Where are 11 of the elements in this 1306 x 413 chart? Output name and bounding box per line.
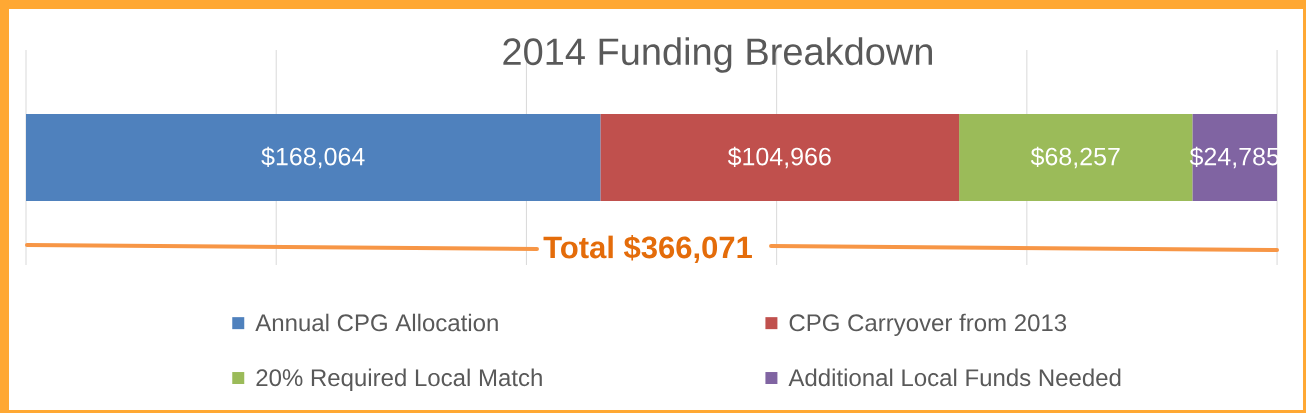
bar — [600, 114, 960, 201]
legend-label: Additional Local Funds Needed — [788, 368, 1121, 387]
data-label: $68,257 — [1030, 146, 1120, 169]
chart-title: 2014 Funding Breakdown — [503, 37, 932, 73]
data-label: $104,966 — [727, 146, 831, 169]
legend-label: Annual CPG Allocation — [255, 313, 498, 332]
legend-label: 20% Required Local Match — [256, 368, 542, 391]
text: Total $366,071 — [543, 235, 752, 263]
legend-label: CPG Carryover from 2013 — [789, 313, 1067, 337]
data-label: $168,064 — [261, 146, 365, 169]
bar — [26, 114, 601, 201]
